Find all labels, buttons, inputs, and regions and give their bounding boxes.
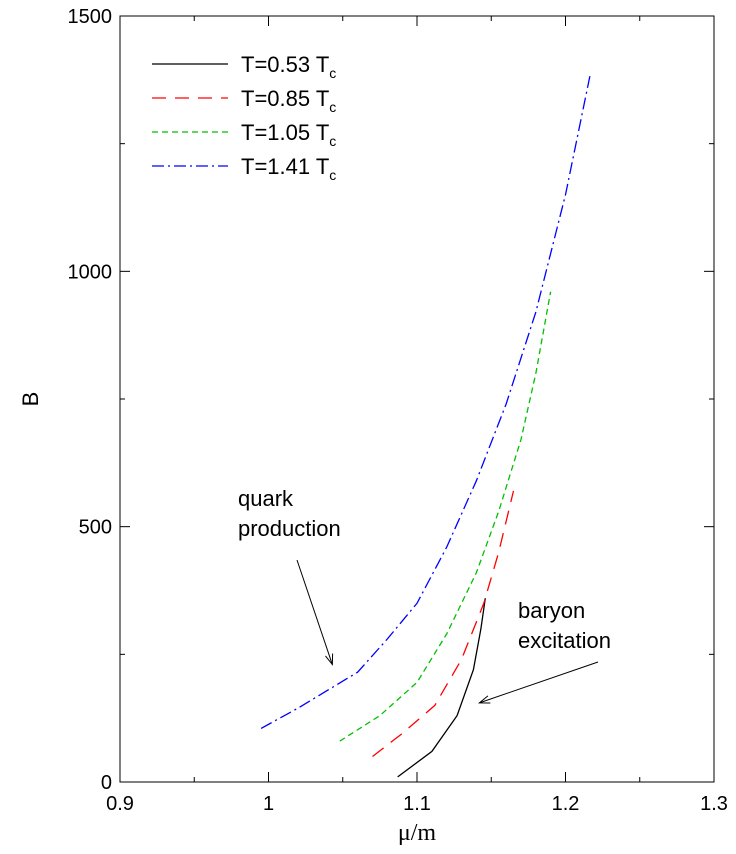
arrow-head: [325, 653, 334, 666]
y-axis-title: B: [18, 392, 43, 407]
series-line-4: [260, 72, 592, 729]
x-tick-labels: 0.9 1 1.1 1.2 1.3: [106, 793, 728, 815]
x-tick-label: 1.3: [700, 793, 728, 815]
legend-label: T=0.53 Tc: [241, 52, 336, 81]
series-line-2: [372, 490, 515, 758]
annotation-text: baryon: [518, 598, 585, 623]
annotation-text: quark: [238, 486, 294, 511]
legend: T=0.53 Tc T=0.85 Tc T=1.05 Tc T=1.41 Tc: [152, 52, 336, 183]
series-lines: [260, 72, 592, 778]
y-tick-labels: 0 500 1000 1500: [68, 6, 113, 794]
y-tick-label: 500: [79, 517, 112, 539]
annotations: quark production baryon excitation: [238, 486, 611, 704]
x-axis-title: μ/m: [398, 820, 437, 846]
x-tick-label: 0.9: [106, 793, 134, 815]
y-tick-label: 1000: [68, 261, 113, 283]
annotation-arrow: [479, 661, 599, 704]
plot-frame: [119, 15, 715, 783]
y-tick-label: 1500: [68, 6, 113, 28]
series-line-1: [397, 598, 486, 778]
x-tick-label: 1.1: [403, 793, 431, 815]
legend-label: T=1.41 Tc: [241, 154, 336, 183]
y-tick-label: 0: [101, 772, 112, 794]
legend-label: T=0.85 Tc: [241, 86, 336, 115]
annotation-text: excitation: [518, 628, 611, 653]
legend-label: T=1.05 Tc: [241, 120, 336, 149]
arrow-head: [477, 695, 491, 704]
axis-ticks: [119, 15, 715, 783]
annotation-text: production: [238, 516, 341, 541]
series-line-3: [339, 291, 552, 742]
annotation-arrow: [296, 559, 333, 665]
x-tick-label: 1: [263, 793, 274, 815]
x-tick-label: 1.2: [552, 793, 580, 815]
